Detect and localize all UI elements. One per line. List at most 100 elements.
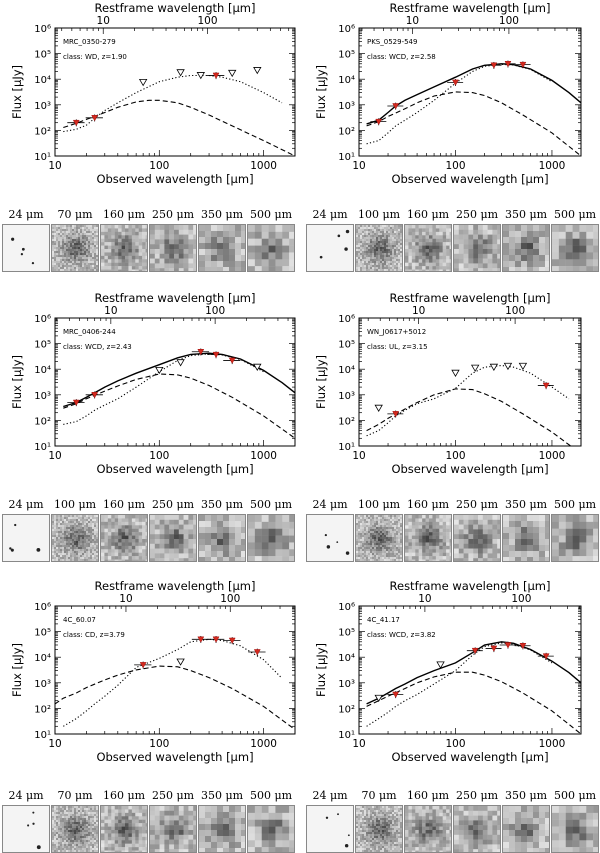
- thumbnail-image: [355, 805, 403, 853]
- top-tick-label: 100: [205, 305, 225, 317]
- thumbnail-band-label: 24 μm: [312, 208, 348, 221]
- top-tick-label: 100: [220, 593, 240, 605]
- thumbnail-image: [306, 224, 354, 272]
- source-class: class: CD, z=3.79: [63, 631, 125, 639]
- detection-marker: [253, 649, 261, 656]
- sed-panel: 10 100 1000 10 100 10¹ 10² 10³ 10⁴ 10⁵ 10⁶ Restfram…: [5, 291, 305, 484]
- source-dot: [344, 844, 349, 848]
- thumbnail-image: [404, 514, 452, 562]
- thumbnail-image: [355, 224, 403, 272]
- upper-limit-marker: [176, 658, 185, 666]
- thumbnail-image: [453, 514, 501, 562]
- detection-marker: [228, 357, 236, 364]
- thumbnail-image: [247, 805, 295, 853]
- thumbnail-image: [404, 805, 452, 853]
- thumbnail-image: [453, 805, 501, 853]
- source-dot: [9, 547, 12, 550]
- y-tick-label: 10¹: [338, 730, 355, 741]
- thumbnail-image: [404, 224, 452, 272]
- top-axis-label: Restframe wavelength [μm]: [95, 579, 256, 593]
- detection-marker: [542, 653, 550, 660]
- source-dot: [337, 234, 341, 238]
- detection-marker: [91, 392, 99, 399]
- thumbnail-image: [100, 224, 148, 272]
- x-tick-label: 100: [149, 450, 169, 462]
- series-dust: [63, 353, 264, 425]
- x-tick-label: 1000: [539, 450, 566, 462]
- x-tick-label: 1000: [250, 738, 277, 750]
- y-tick-label: 10⁴: [34, 75, 51, 86]
- thumbnail-pixels: [101, 806, 147, 852]
- y-tick-label: 10⁶: [34, 24, 51, 35]
- thumbnail-pixels: [3, 225, 49, 271]
- y-axis-label: Flux [μJy]: [314, 65, 328, 119]
- top-tick-label: 10: [104, 305, 117, 317]
- detection-marker: [375, 118, 383, 126]
- source-dot: [319, 255, 323, 259]
- thumbnail-pixels: [150, 806, 196, 852]
- thumbnail-image: [502, 805, 550, 853]
- plot-frame: [54, 27, 296, 157]
- thumbnail-pixels: [199, 806, 245, 852]
- thumbnail-image: [149, 805, 197, 853]
- thumbnail-image: [51, 224, 99, 272]
- y-tick-label: 10⁶: [338, 24, 355, 35]
- source-dot: [324, 533, 327, 537]
- thumbnail-image: [306, 805, 354, 853]
- top-tick-label: 100: [198, 15, 218, 27]
- sed-panel: 10 100 1000 10 100 10¹ 10² 10³ 10⁴ 10⁵ 10⁶ Restfram…: [5, 1, 305, 194]
- x-tick-label: 10: [352, 738, 365, 750]
- detection-marker: [392, 691, 400, 698]
- series-dust: [366, 642, 553, 727]
- upper-limit-marker: [451, 369, 460, 377]
- bottom-axis-label: Observed wavelength [μm]: [391, 462, 548, 476]
- source-dot: [14, 523, 17, 527]
- top-tick-label: 10: [412, 305, 425, 317]
- source-name: MRC_0406-244: [63, 328, 116, 336]
- source-dot: [32, 811, 35, 814]
- thumbnail-band-label: 350 μm: [200, 789, 244, 802]
- thumbnail-pixels: [307, 515, 353, 561]
- upper-limit-marker: [518, 362, 528, 371]
- thumbnail-image: [2, 805, 50, 853]
- thumbnail-image: [198, 805, 246, 853]
- detection-marker: [392, 411, 400, 418]
- thumbnail-band-label: 350 μm: [200, 208, 244, 221]
- thumbnail-image: [502, 514, 550, 562]
- y-tick-label: 10⁶: [338, 602, 355, 613]
- y-tick-label: 10¹: [34, 730, 51, 741]
- top-tick-label: 10: [406, 15, 419, 27]
- source-dot: [10, 548, 14, 552]
- x-tick-label: 100: [445, 450, 465, 462]
- thumbnail-band-label: 350 μm: [504, 789, 548, 802]
- detection-marker: [542, 382, 550, 390]
- y-tick-label: 10⁵: [34, 340, 51, 351]
- thumbnail-band-label: 160 μm: [102, 208, 146, 221]
- top-tick-label: 10: [97, 15, 110, 27]
- thumbnail-pixels: [248, 515, 294, 561]
- thumbnail-band-label: 160 μm: [406, 208, 450, 221]
- thumbnail-band-label: 160 μm: [406, 789, 450, 802]
- y-axis-label: Flux [μJy]: [314, 355, 328, 409]
- y-tick-label: 10⁶: [338, 314, 355, 325]
- y-tick-label: 10³: [34, 391, 51, 402]
- y-tick-label: 10²: [34, 704, 51, 715]
- source-class: class: WD, z=1.90: [63, 53, 127, 61]
- y-tick-label: 10⁵: [338, 628, 355, 639]
- thumbnail-image: [198, 514, 246, 562]
- y-tick-label: 10⁵: [34, 50, 51, 61]
- thumbnail-image: [551, 514, 599, 562]
- y-tick-label: 10⁶: [34, 314, 51, 325]
- source-dot: [21, 247, 25, 251]
- detection-marker: [490, 62, 498, 69]
- top-tick-label: 100: [505, 305, 525, 317]
- series-dust: [63, 74, 283, 133]
- thumbnail-band-label: 250 μm: [455, 498, 499, 511]
- detection-marker: [471, 647, 479, 655]
- thumbnail-pixels: [454, 806, 500, 852]
- thumbnail-image: [149, 514, 197, 562]
- upper-limit-marker: [374, 694, 383, 703]
- sed-plot: 10 100 1000 10 100 10¹ 10² 10³ 10⁴ 10⁵ 10⁶ Restfram…: [10, 1, 296, 186]
- upper-limit-marker: [228, 69, 237, 78]
- plot-frame: [358, 317, 582, 447]
